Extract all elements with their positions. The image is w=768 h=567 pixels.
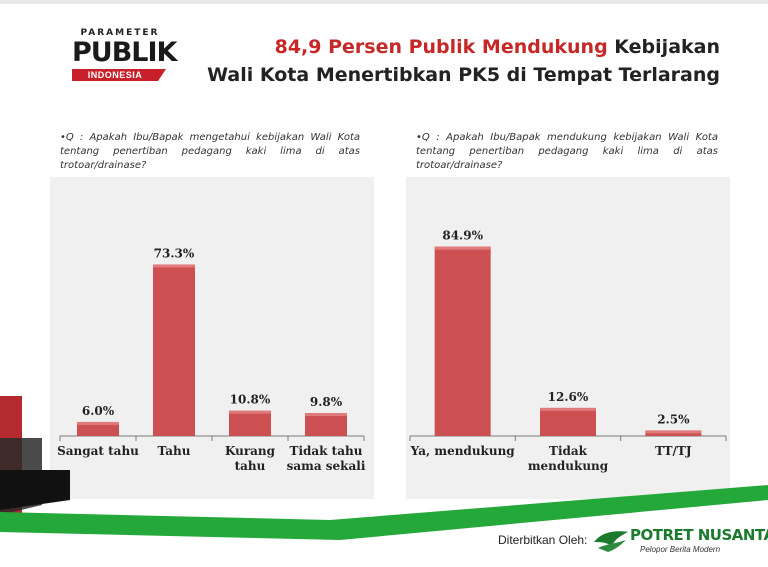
data-label: 12.6% [548, 390, 589, 404]
title-highlight: 84,9 Persen Publik Mendukung [274, 36, 608, 58]
title-line-2: Wali Kota Menertibkan PK5 di Tempat Terl… [207, 64, 720, 86]
right-chart-panel: 84.9% Ya, mendukung 12.6% Tidak mendukung 2.5… [406, 177, 730, 499]
title-rest: Kebijakan [607, 36, 720, 58]
brand-tagline: Pelopor Berita Modern [640, 545, 721, 554]
logo-kicker: PARAMETER [80, 28, 160, 38]
bar-top-highlight [153, 264, 195, 268]
bar-top-highlight [77, 421, 119, 425]
bar-1-1 [540, 407, 596, 436]
data-label: 10.8% [230, 393, 271, 407]
category-label: Tidak tahu [290, 444, 363, 458]
category-label: mendukung [528, 459, 609, 473]
category-label: tahu [235, 459, 266, 473]
logo-wordmark: PUBLIK [72, 37, 177, 68]
title-line-1: 84,9 Persen Publik Mendukung Kebijakan [207, 34, 720, 61]
left-chart-panel: 6.0% Sangat tahu 73.3% Tahu 10.8% Kurang tahu 9… [50, 177, 374, 499]
category-label: Sangat tahu [57, 444, 139, 458]
green-ribbon [0, 485, 768, 540]
left-question: •Q : Apakah Ibu/Bapak mengetahui kebijak… [60, 132, 360, 171]
bar-0-1 [153, 264, 195, 436]
page-title: 84,9 Persen Publik Mendukung Kebijakan W… [207, 34, 720, 89]
bar-0-0 [77, 421, 119, 436]
category-label: Kurang [225, 444, 276, 458]
category-label: Tidak [549, 444, 588, 458]
white-ribbon [0, 504, 768, 567]
bar-top-highlight [540, 407, 596, 411]
bar-1-0 [434, 246, 491, 436]
parameter-publik-logo: PARAMETER PUBLIK INDONESIA [70, 28, 177, 84]
brand-name: POTRET NUSANTARA [630, 526, 768, 544]
black-ribbon [0, 470, 70, 510]
bar-0-2 [229, 410, 271, 436]
data-label: 73.3% [154, 246, 195, 260]
logo-band-arrow [158, 69, 166, 81]
wings-icon [594, 531, 628, 552]
top-divider [0, 0, 768, 4]
potret-nusantara-logo: POTRET NUSANTARA Pelopor Berita Modern [592, 524, 768, 558]
category-label: TT/TJ [655, 444, 692, 458]
logo-band: INDONESIA [72, 69, 158, 81]
data-label: 6.0% [82, 404, 115, 418]
bar-top-highlight [229, 410, 271, 414]
bar-top-highlight [645, 430, 702, 434]
bar-top-highlight [305, 413, 347, 417]
published-by-label: Diterbitkan Oleh: [498, 533, 588, 547]
right-question: •Q : Apakah Ibu/Bapak mendukung kebijaka… [416, 132, 718, 171]
bar-0-3 [305, 413, 347, 436]
data-label: 2.5% [657, 412, 690, 426]
bar-top-highlight [434, 246, 491, 250]
data-label: 84.9% [442, 229, 483, 243]
data-label: 9.8% [310, 395, 343, 409]
category-label: Ya, mendukung [410, 444, 516, 458]
category-label: sama sekali [287, 459, 366, 473]
category-label: Tahu [157, 444, 190, 458]
